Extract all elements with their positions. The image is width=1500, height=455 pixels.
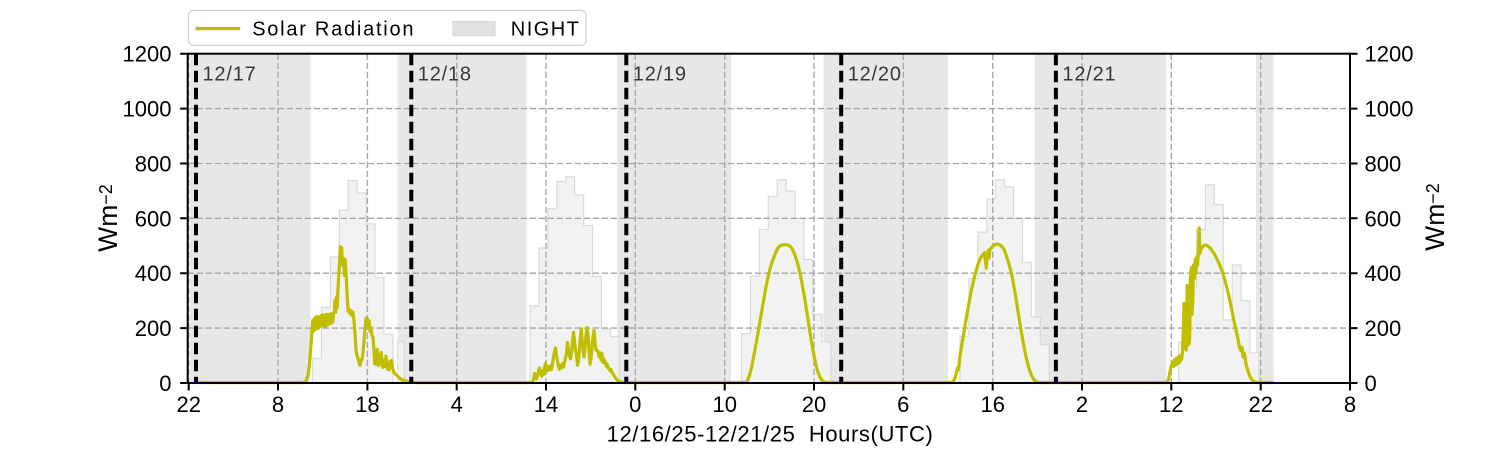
svg-text:Solar Radiation: Solar Radiation: [252, 19, 415, 41]
svg-text:10: 10: [712, 392, 736, 417]
svg-text:12/17: 12/17: [203, 64, 257, 86]
svg-text:6: 6: [897, 392, 909, 417]
svg-text:400: 400: [135, 261, 172, 286]
svg-text:600: 600: [135, 206, 172, 231]
svg-text:12/19: 12/19: [633, 64, 687, 86]
svg-text:20: 20: [802, 392, 826, 417]
svg-text:1200: 1200: [123, 42, 172, 67]
svg-text:8: 8: [272, 392, 284, 417]
svg-text:0: 0: [159, 371, 171, 396]
svg-text:22: 22: [176, 392, 200, 417]
svg-text:12: 12: [1159, 392, 1183, 417]
svg-text:400: 400: [1365, 261, 1402, 286]
svg-text:1000: 1000: [123, 97, 172, 122]
svg-text:8: 8: [1344, 392, 1356, 417]
svg-text:22: 22: [1248, 392, 1272, 417]
svg-text:12/16/25-12/21/25 Hours(UTC): 12/16/25-12/21/25 Hours(UTC): [607, 422, 934, 447]
svg-text:2: 2: [1076, 392, 1088, 417]
svg-text:0: 0: [1365, 371, 1377, 396]
svg-text:16: 16: [980, 392, 1004, 417]
svg-text:18: 18: [355, 392, 379, 417]
svg-text:4: 4: [451, 392, 463, 417]
svg-text:1200: 1200: [1365, 42, 1414, 67]
svg-text:200: 200: [135, 316, 172, 341]
svg-text:800: 800: [135, 152, 172, 177]
svg-text:NIGHT: NIGHT: [511, 19, 580, 41]
svg-text:800: 800: [1365, 152, 1402, 177]
svg-text:12/21: 12/21: [1062, 64, 1116, 86]
svg-text:12/20: 12/20: [848, 64, 902, 86]
svg-text:1000: 1000: [1365, 97, 1414, 122]
svg-text:200: 200: [1365, 316, 1402, 341]
svg-text:0: 0: [629, 392, 641, 417]
svg-text:600: 600: [1365, 206, 1402, 231]
svg-text:Wm−2: Wm−2: [1420, 183, 1450, 251]
svg-text:14: 14: [534, 392, 558, 417]
svg-text:12/18: 12/18: [418, 64, 472, 86]
